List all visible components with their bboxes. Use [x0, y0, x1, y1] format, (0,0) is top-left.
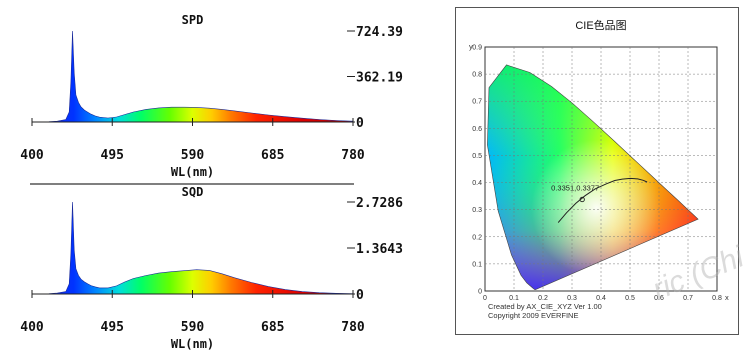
- cie-x-axis-label: x: [725, 293, 729, 302]
- spd-x-tick-label: 400: [20, 148, 44, 163]
- cie-y-tick-label: 0.2: [472, 234, 482, 241]
- cie-spectral-locus: [487, 64, 699, 291]
- cie-x-tick-label: 0.5: [625, 295, 635, 302]
- cie-title: CIE色品图: [575, 18, 626, 32]
- sqd-x-tick-label: 685: [261, 320, 284, 335]
- cie-chromaticity-chart: CIE色品图 0.3351,0.3377 0 0.1 0.2 0.3 0.4 0.5 0.6 0.…: [469, 18, 729, 320]
- cie-x-tick-label: 0.8: [712, 295, 722, 302]
- sqd-title: SQD: [182, 185, 204, 199]
- cie-x-tick-label: 0.6: [654, 295, 664, 302]
- cie-x-tick-label: 0.1: [509, 295, 519, 302]
- cie-y-tick-label: 0.7: [472, 99, 482, 106]
- cie-y-tick-label: 0.9: [472, 45, 482, 52]
- spd-y-tick-label: 362.19: [356, 71, 403, 86]
- cie-y-tick-label: 0: [478, 289, 482, 296]
- cie-x-tick-label: 0.4: [596, 295, 606, 302]
- sqd-x-tick-label: 400: [20, 320, 44, 335]
- cie-copyright-text: Copyright 2009 EVERFINE: [488, 311, 578, 320]
- spd-y-tick-label: 724.39: [356, 25, 403, 40]
- sqd-y-tick-label: 2.7286: [356, 196, 403, 211]
- cie-y-tick-label: 0.1: [472, 261, 482, 268]
- cie-x-tick-label: 0.7: [683, 295, 693, 302]
- cie-y-tick-label: 0.8: [472, 72, 482, 79]
- sqd-y-tick-label: 1.3643: [356, 242, 403, 257]
- sqd-x-tick-label: 780: [341, 320, 365, 335]
- sqd-y-tick-label: 0: [356, 288, 364, 303]
- cie-chromaticity-point: [579, 196, 585, 203]
- cie-x-tick-label: 0.2: [538, 295, 548, 302]
- cie-y-tick-label: 0.4: [472, 180, 482, 187]
- cie-x-tick-label: 0.3: [567, 295, 577, 302]
- spd-spectrum-area: [31, 30, 354, 123]
- spd-x-tick-label: 590: [181, 148, 205, 163]
- spd-title: SPD: [182, 13, 204, 27]
- cie-y-tick-label: 0.3: [472, 207, 482, 214]
- spectrum-charts: SPD 400 495 590 685 780 WL(nm) 724.39 362.19 0 SQ…: [20, 13, 403, 351]
- cie-x-tick-label: 0: [483, 295, 487, 302]
- spd-y-tick-label: 0: [356, 116, 364, 131]
- spd-x-tick-label: 685: [261, 148, 284, 163]
- cie-y-tick-label: 0.6: [472, 126, 482, 133]
- cie-y-tick-label: 0.5: [472, 153, 482, 160]
- cie-created-by-text: Created by AX_CIE_XYZ Ver 1.00: [488, 302, 602, 311]
- cie-y-axis-label: y: [469, 42, 473, 51]
- spd-x-tick-label: 495: [101, 148, 124, 163]
- sqd-x-tick-label: 495: [101, 320, 124, 335]
- spd-x-tick-label: 780: [341, 148, 365, 163]
- sqd-x-tick-label: 590: [181, 320, 205, 335]
- spd-x-axis-label: WL(nm): [171, 165, 214, 179]
- sqd-x-axis-label: WL(nm): [171, 337, 214, 351]
- sqd-spectrum-area: [31, 201, 354, 295]
- cie-planckian-locus: [557, 177, 648, 223]
- cie-chart-frame: CIE色品图 0.3351,0.3377 0 0.1 0.2 0.3 0.4 0.5 0.6 0.…: [455, 7, 739, 335]
- cie-point-label: 0.3351,0.3377: [551, 183, 599, 192]
